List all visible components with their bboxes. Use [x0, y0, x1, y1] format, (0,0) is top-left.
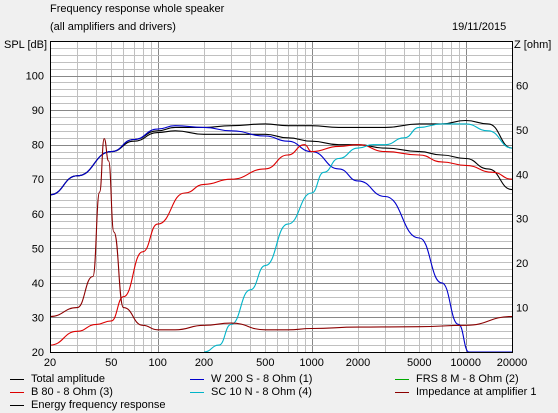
- series-line-b-80-8-ohm-3: [49, 144, 513, 346]
- x-tick-label: 20000: [497, 357, 528, 369]
- legend: Total amplitude W 200 S - 8 Ohm (1) FRS 8 …: [10, 373, 558, 413]
- series-line-sc-10-n-8-ohm-4: [203, 123, 513, 353]
- legend-swatch: [10, 392, 24, 393]
- x-tick-label: 200: [195, 357, 213, 369]
- series-line-impedance-at-amplifier-1: [49, 138, 513, 331]
- series-layer: [49, 119, 513, 353]
- x-tick-label: 20: [44, 357, 56, 369]
- tick-labels: 20 50 100 200 500 1000 2000 5000 10000 20000 20 30 4…: [26, 71, 529, 369]
- legend-swatch: [190, 379, 204, 380]
- x-tick-label: 1000: [299, 357, 323, 369]
- legend-label: FRS 8 M - 8 Ohm (2): [416, 373, 519, 385]
- y2-tick-label: 30: [516, 214, 528, 226]
- frequency-response-chart: 20 50 100 200 500 1000 2000 5000 10000 20000 20 30 4…: [4, 39, 551, 369]
- grid: [50, 41, 513, 353]
- y2-tick-label: 50: [516, 125, 528, 137]
- y-axis-label: SPL [dB]: [4, 39, 47, 51]
- series-line-energy-frequency-response: [49, 130, 513, 196]
- plot-background: [50, 41, 512, 352]
- series-line-w-200-s-8-ohm-1: [49, 125, 512, 353]
- y-tick-label: 70: [32, 174, 44, 186]
- y2-axis-label: Z [ohm]: [514, 39, 551, 51]
- legend-swatch: [395, 379, 409, 380]
- chart-title: Frequency response whole speaker: [50, 3, 225, 15]
- legend-label: W 200 S - 8 Ohm (1): [211, 373, 313, 385]
- legend-swatch: [395, 392, 409, 393]
- legend-swatch: [10, 379, 24, 380]
- y-tick-label: 100: [26, 71, 44, 83]
- x-tick-label: 50: [105, 357, 117, 369]
- x-tick-label: 2000: [346, 357, 370, 369]
- legend-label: SC 10 N - 8 Ohm (4): [211, 386, 312, 398]
- x-tick-label: 100: [148, 357, 166, 369]
- x-tick-label: 500: [256, 357, 274, 369]
- legend-label: Impedance at amplifier 1: [416, 386, 537, 398]
- legend-label: Total amplitude: [31, 373, 105, 385]
- y2-tick-label: 10: [516, 303, 528, 315]
- chart-subtitle: (all amplifiers and drivers): [50, 21, 176, 33]
- y-tick-label: 50: [32, 243, 44, 255]
- y2-tick-label: 40: [516, 169, 528, 181]
- plot-frame: [50, 41, 513, 353]
- legend-label: B 80 - 8 Ohm (3): [31, 386, 113, 398]
- legend-label: Energy frequency response: [31, 399, 166, 411]
- x-tick-label: 5000: [407, 357, 431, 369]
- y-tick-label: 20: [32, 347, 44, 359]
- y-tick-label: 80: [32, 140, 44, 152]
- y-tick-label: 40: [32, 278, 44, 290]
- y-tick-label: 90: [32, 105, 44, 117]
- y-tick-label: 30: [32, 312, 44, 324]
- chart-date: 19/11/2015: [452, 21, 507, 33]
- legend-swatch: [10, 405, 24, 406]
- legend-swatch: [190, 392, 204, 393]
- y-tick-label: 60: [32, 209, 44, 221]
- y2-tick-label: 60: [516, 80, 528, 92]
- x-tick-label: 10000: [450, 357, 481, 369]
- y2-tick-label: 20: [516, 258, 528, 270]
